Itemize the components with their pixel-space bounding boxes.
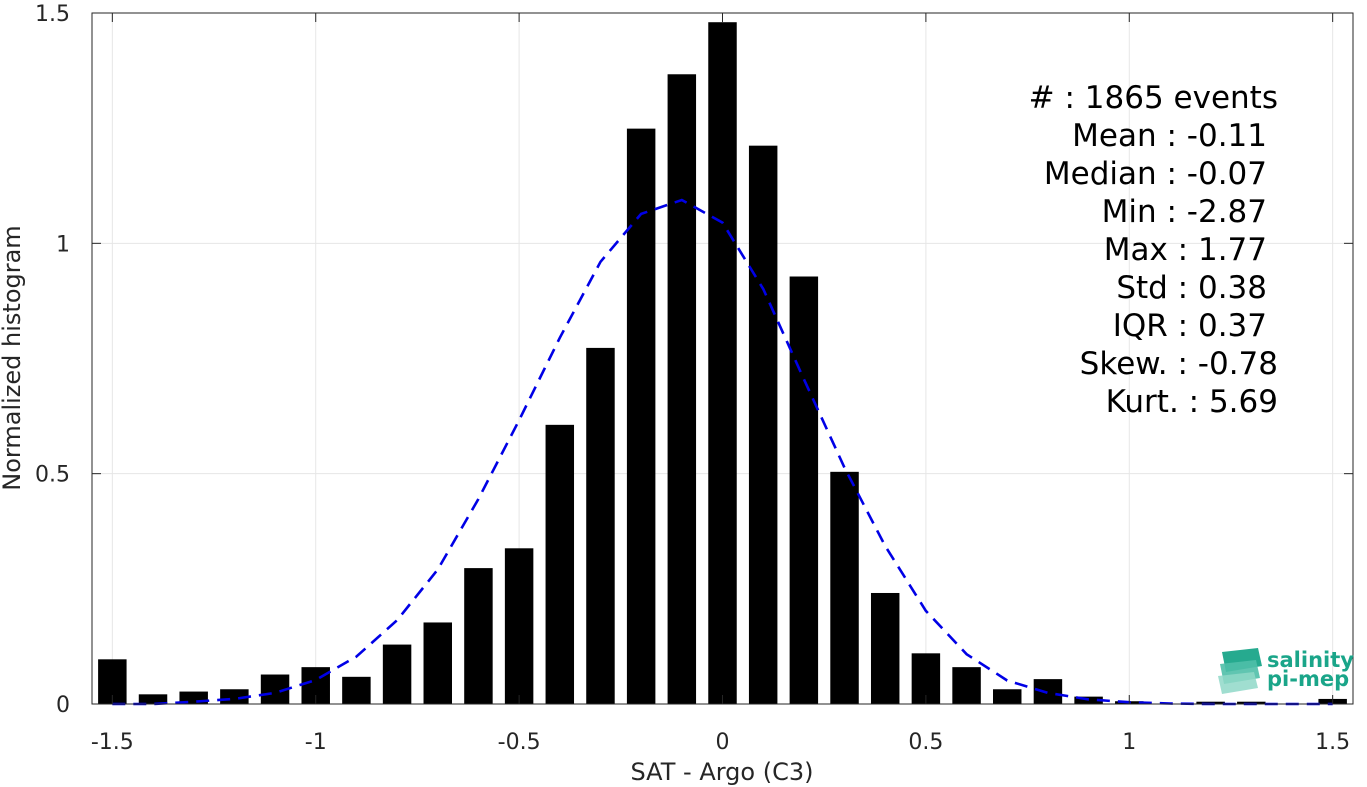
statistics-box: # : 1865 events Mean : -0.11 Median : -0… xyxy=(1029,80,1278,420)
x-tick-label: 0 xyxy=(716,730,730,755)
y-tick-label: 1 xyxy=(56,232,70,257)
stat-std: Std : 0.38 xyxy=(1116,270,1267,306)
y-axis-label: Normalized histogram xyxy=(0,225,26,490)
y-tick-labels: 0 0.5 1 1.5 xyxy=(35,2,70,718)
logo-text-salinity: salinity xyxy=(1267,648,1354,672)
histogram-bar xyxy=(952,667,981,704)
y-tick-label: 0.5 xyxy=(35,463,70,488)
stat-kurtosis: Kurt. : 5.69 xyxy=(1106,384,1278,420)
x-tick-label: -1.5 xyxy=(91,730,134,755)
x-tick-label: 1.5 xyxy=(1315,730,1350,755)
histogram-bar xyxy=(1033,679,1063,704)
x-tick-label: 0.5 xyxy=(908,730,943,755)
histogram-bar xyxy=(993,689,1022,704)
x-axis-label: SAT - Argo (C3) xyxy=(631,758,814,786)
histogram-bar xyxy=(748,145,778,704)
stat-mean: Mean : -0.11 xyxy=(1072,118,1267,154)
y-tick-label: 1.5 xyxy=(35,2,70,27)
stat-skewness: Skew. : -0.78 xyxy=(1080,346,1278,382)
salinity-pimep-logo: salinity pi-mep xyxy=(1218,648,1354,694)
stat-min: Min : -2.87 xyxy=(1102,194,1267,230)
histogram-bar xyxy=(423,622,452,704)
histogram-bar xyxy=(626,128,656,705)
histogram-bar xyxy=(667,74,697,704)
stat-events: # : 1865 events xyxy=(1029,80,1278,116)
stat-iqr: IQR : 0.37 xyxy=(1113,308,1267,344)
x-tick-labels: -1.5 -1 -0.5 0 0.5 1 1.5 xyxy=(91,730,1350,755)
histogram-bar xyxy=(789,276,819,704)
histogram-bar xyxy=(586,347,615,704)
histogram-bar xyxy=(342,676,371,704)
x-tick-label: 1 xyxy=(1122,730,1136,755)
histogram-bars xyxy=(98,22,1347,705)
logo-text-pimep: pi-mep xyxy=(1267,667,1349,691)
histogram-bar xyxy=(138,694,168,704)
histogram-bar xyxy=(708,22,737,705)
histogram-bar xyxy=(545,424,575,704)
histogram-bar xyxy=(830,471,859,704)
histogram-bar xyxy=(464,568,493,704)
x-tick-label: -1 xyxy=(305,730,327,755)
axis-ticks xyxy=(92,12,1353,705)
y-tick-label: 0 xyxy=(56,693,70,718)
x-tick-label: -0.5 xyxy=(498,730,541,755)
histogram-bar xyxy=(504,548,534,704)
logo-layers-icon xyxy=(1218,648,1262,694)
histogram-bar xyxy=(382,644,412,704)
histogram-bar xyxy=(870,592,900,704)
stat-median: Median : -0.07 xyxy=(1044,156,1267,192)
stat-max: Max : 1.77 xyxy=(1104,232,1267,268)
